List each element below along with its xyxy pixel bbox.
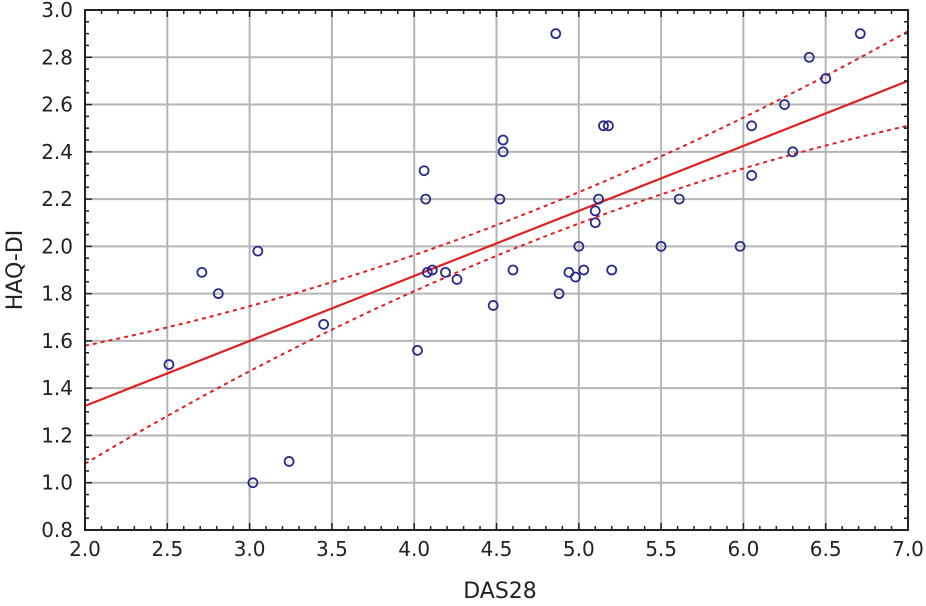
data-point xyxy=(494,193,506,205)
data-point xyxy=(163,359,175,370)
data-point xyxy=(606,264,618,276)
data-point xyxy=(412,344,423,356)
data-point xyxy=(803,51,815,63)
y-axis-title: HAQ-DI xyxy=(3,230,28,311)
data-points xyxy=(163,28,866,489)
data-point xyxy=(779,99,790,110)
x-tick-label: 5.5 xyxy=(645,537,677,561)
y-tick-label: 1.6 xyxy=(41,329,73,353)
data-point xyxy=(212,288,224,300)
data-point xyxy=(603,120,614,132)
data-point xyxy=(283,456,295,467)
x-tick-label: 3.5 xyxy=(316,537,348,561)
data-point xyxy=(451,274,463,285)
x-tick-label: 3.0 xyxy=(234,537,266,561)
regression-line xyxy=(84,79,909,407)
data-point xyxy=(673,193,685,205)
y-tick-label: 0.8 xyxy=(41,518,73,542)
x-tick-label: 6.5 xyxy=(810,537,842,561)
data-point xyxy=(507,264,519,276)
y-tick-label: 2.4 xyxy=(41,140,73,164)
data-point xyxy=(593,193,604,205)
data-point xyxy=(787,146,799,158)
data-point xyxy=(487,300,499,311)
x-tick-label: 4.5 xyxy=(481,537,513,561)
data-point xyxy=(497,134,509,146)
y-tick-label: 1.8 xyxy=(41,282,73,306)
data-point xyxy=(553,288,565,300)
y-tick-label: 1.2 xyxy=(41,423,73,447)
data-point xyxy=(426,264,438,276)
x-tick-label: 2.0 xyxy=(69,537,101,561)
x-tick-label: 7.0 xyxy=(892,537,924,561)
data-point xyxy=(418,165,430,177)
data-point xyxy=(440,266,451,278)
data-point xyxy=(734,240,746,252)
regression-line-group xyxy=(84,79,909,407)
axis-ticks xyxy=(84,9,909,531)
x-tick-label: 5.0 xyxy=(563,537,595,561)
data-point xyxy=(598,120,609,132)
data-point xyxy=(746,170,758,181)
data-point xyxy=(252,245,264,257)
data-point xyxy=(589,205,601,217)
x-axis-title: DAS28 xyxy=(463,579,537,604)
x-tick-label: 4.0 xyxy=(398,537,430,561)
x-axis-tick-labels: 2.0 2.5 3.0 3.5 4.0 4.5 5.0 5.5 6.0 6.5 7.0 xyxy=(69,537,924,561)
data-point xyxy=(746,120,758,132)
x-tick-label: 6.0 xyxy=(727,537,759,561)
grid-lines xyxy=(84,9,909,531)
upper-confidence-band xyxy=(84,30,909,347)
data-point xyxy=(247,477,259,489)
y-tick-label: 2.8 xyxy=(41,45,73,69)
data-point xyxy=(196,266,208,278)
data-point xyxy=(318,318,330,330)
y-tick-label: 2.2 xyxy=(41,187,73,211)
data-point xyxy=(655,240,667,252)
x-tick-label: 2.5 xyxy=(151,537,183,561)
y-tick-label: 1.4 xyxy=(41,376,73,400)
data-point xyxy=(578,264,590,276)
y-tick-label: 2.0 xyxy=(41,234,73,258)
data-point xyxy=(820,73,832,84)
data-point xyxy=(570,271,581,283)
data-point xyxy=(420,193,432,205)
data-point xyxy=(854,28,866,40)
data-point xyxy=(550,28,562,40)
data-point xyxy=(589,217,601,229)
y-axis-tick-labels: 0.8 1.0 1.2 1.4 1.6 1.8 2.0 2.2 2.4 2.6 2.8 3.0 xyxy=(41,0,73,542)
data-point xyxy=(497,146,509,158)
y-tick-label: 3.0 xyxy=(41,0,73,22)
y-tick-label: 1.0 xyxy=(41,471,73,495)
y-tick-label: 2.6 xyxy=(41,93,73,117)
data-point xyxy=(573,240,585,252)
